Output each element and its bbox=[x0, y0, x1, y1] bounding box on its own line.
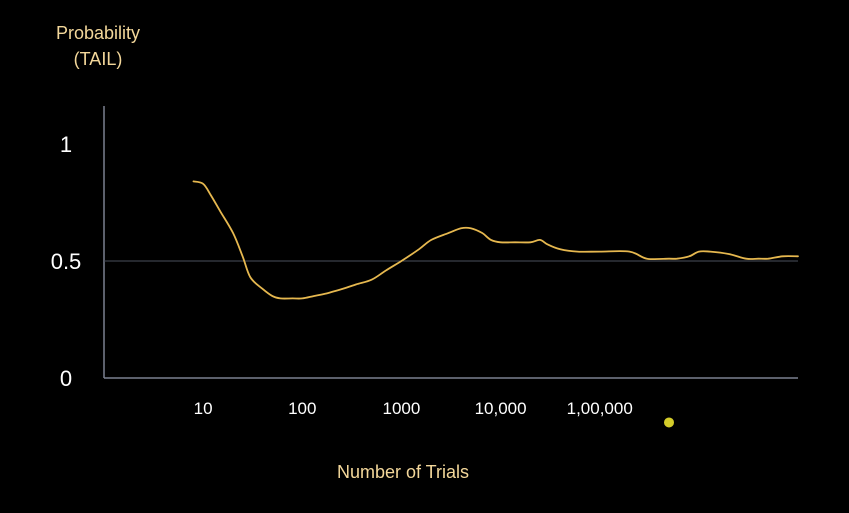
y-axis-label-line-1: Probability bbox=[56, 23, 140, 43]
x-tick-label: 1000 bbox=[383, 399, 421, 418]
x-tick-label: 1,00,000 bbox=[567, 399, 633, 418]
x-tick-label: 100 bbox=[288, 399, 316, 418]
y-axis-label: Probability (TAIL) bbox=[56, 23, 140, 69]
x-tick-label: 10 bbox=[194, 399, 213, 418]
y-tick-label: 0.5 bbox=[51, 249, 82, 274]
x-tick-label: 10,000 bbox=[475, 399, 527, 418]
y-tick-labels: 00.51 bbox=[51, 132, 82, 391]
probability-series-line bbox=[192, 180, 799, 300]
y-axis-label-line-2: (TAIL) bbox=[74, 49, 123, 69]
y-tick-label: 1 bbox=[60, 132, 72, 157]
marker-dot bbox=[664, 417, 675, 428]
x-tick-labels: 10 100 1000 10,000 1,00,000 bbox=[194, 399, 633, 418]
x-axis-label: Number of Trials bbox=[337, 462, 469, 482]
y-tick-label: 0 bbox=[60, 366, 72, 391]
